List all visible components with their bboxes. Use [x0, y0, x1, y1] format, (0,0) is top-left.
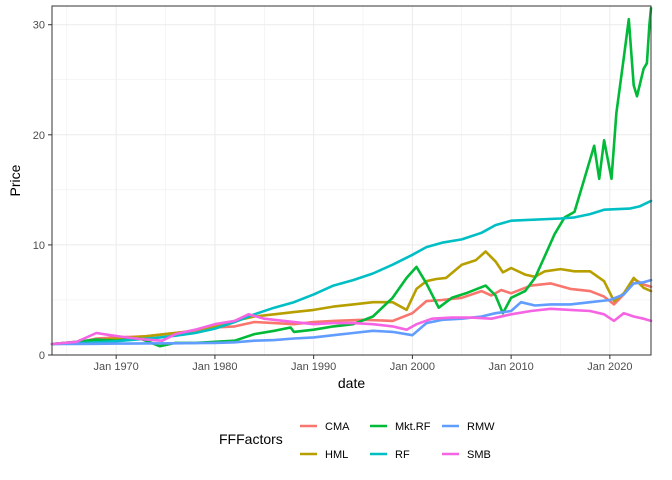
legend-label-mkt-rf: Mkt.RF — [395, 421, 431, 433]
x-axis-title: date — [338, 375, 365, 391]
series-line-rmw — [50, 278, 653, 346]
x-tick-label: Jan 2010 — [488, 361, 533, 373]
y-axis-title: Price — [7, 164, 23, 196]
x-tick-label: Jan 2020 — [587, 361, 632, 373]
series-line-smb — [50, 307, 653, 346]
legend-label-smb: SMB — [467, 449, 491, 461]
x-tick-label: Jan 1990 — [291, 361, 336, 373]
legend-title: FFFactors — [219, 431, 283, 447]
y-tick-label: 20 — [33, 130, 45, 142]
x-tick-label: Jan 1970 — [94, 361, 139, 373]
x-tick-label: Jan 1980 — [192, 361, 237, 373]
legend-label-hml: HML — [325, 449, 348, 461]
y-tick-label: 30 — [33, 20, 45, 32]
legend-label-cma: CMA — [325, 421, 350, 433]
legend-label-rmw: RMW — [467, 421, 495, 433]
series-line-rf — [50, 199, 653, 346]
x-axis: Jan 1970 Jan 1980 Jan 1990 Jan 2000 Jan 2010… — [94, 355, 632, 373]
y-tick-label: 10 — [33, 240, 45, 252]
x-tick-label: Jan 2000 — [390, 361, 435, 373]
legend-label-rf: RF — [395, 449, 410, 461]
panel-border — [51, 5, 652, 356]
y-axis: 0 10 20 30 — [33, 20, 52, 362]
series-lines — [50, 6, 653, 348]
legend: FFFactors CMA HML Mkt.RF RF RMW SMB — [219, 421, 495, 461]
y-tick-label: 0 — [39, 350, 45, 362]
